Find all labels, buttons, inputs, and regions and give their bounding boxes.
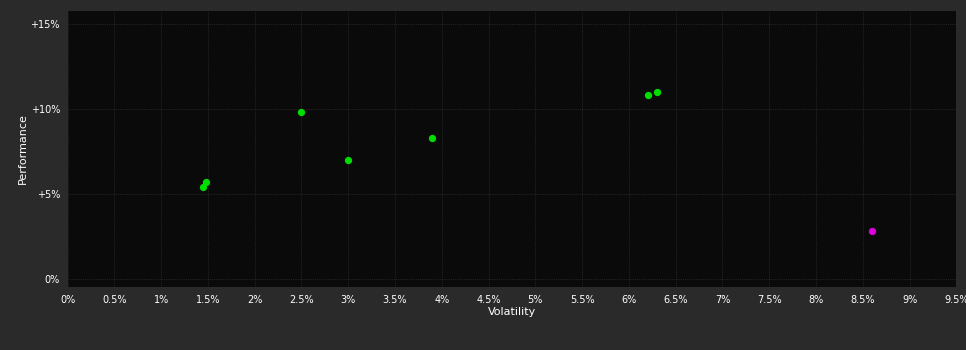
Point (294, 110, 309, 115)
Point (341, 157, 356, 163)
X-axis label: Volatility: Volatility (488, 307, 536, 317)
Point (195, 184, 211, 190)
Point (425, 135, 440, 140)
Point (865, 228, 880, 234)
Point (649, 89, 665, 95)
Point (639, 92, 655, 98)
Point (198, 179, 213, 185)
Y-axis label: Performance: Performance (17, 113, 28, 184)
